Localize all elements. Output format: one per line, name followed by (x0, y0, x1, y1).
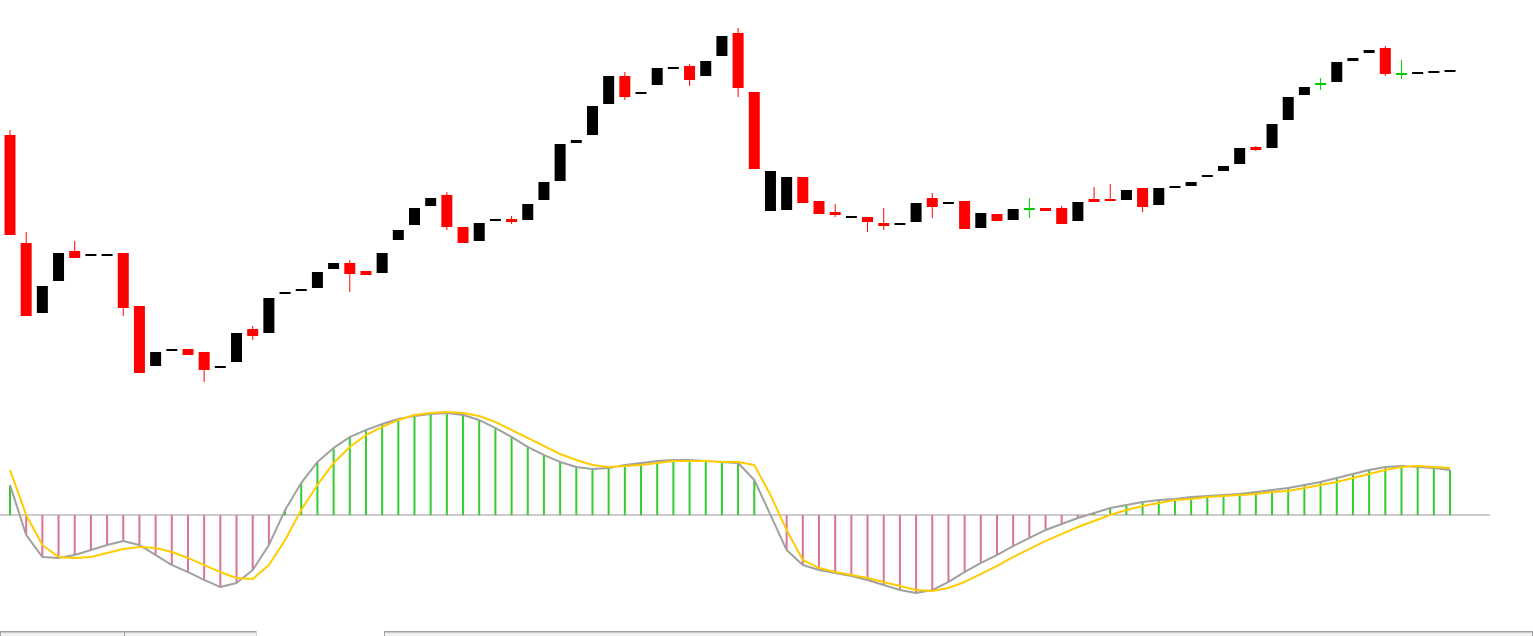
tab[interactable] (384, 631, 1533, 636)
candle-body (150, 352, 162, 366)
candle-body (684, 66, 696, 80)
candle-body (1347, 58, 1359, 61)
candle-body (311, 272, 323, 288)
candle-body (1185, 182, 1197, 186)
candle-body (1088, 199, 1100, 202)
tab[interactable] (0, 631, 125, 636)
candle-body (732, 33, 744, 88)
candle-body (926, 198, 938, 207)
candle-body (603, 76, 615, 104)
candle-body (69, 251, 81, 258)
candle-body (959, 201, 971, 229)
candle-body (910, 203, 922, 222)
candle-body (1201, 175, 1213, 177)
candle-body (829, 212, 841, 215)
candle-body (1379, 48, 1391, 74)
candle-body (392, 230, 404, 240)
indicator-line (9, 412, 1451, 594)
candle-body (441, 195, 453, 227)
candle-body (1153, 188, 1165, 205)
candle-body (344, 263, 356, 274)
indicator-line (9, 411, 1451, 592)
candle-body (1266, 124, 1278, 148)
candle-body (133, 306, 145, 373)
candle-body (878, 223, 890, 226)
candle-body (700, 61, 712, 76)
candle-body (328, 263, 340, 269)
candle-body (198, 352, 210, 370)
price-panel (4, 28, 1456, 382)
candle-body (781, 177, 793, 210)
candle-body (1072, 202, 1084, 221)
bottom-tabs (0, 630, 1533, 636)
candle-body (376, 253, 388, 273)
candle-body (619, 76, 631, 97)
candle-body (554, 144, 566, 181)
candle-body (862, 217, 874, 222)
candle-body (425, 198, 437, 206)
candle-body (409, 208, 420, 225)
candle-body (117, 253, 129, 308)
tab[interactable] (124, 631, 257, 636)
candle-body (1363, 50, 1375, 53)
candle-body (36, 286, 48, 313)
candle-body (538, 182, 550, 200)
candle-body (748, 92, 760, 169)
candle-body (813, 201, 825, 214)
candle-body (1218, 166, 1229, 171)
candle-body (797, 177, 809, 203)
candle-body (1331, 62, 1343, 82)
candle-body (975, 213, 987, 228)
candle-body (651, 68, 663, 85)
candle-body (53, 253, 65, 281)
candle-body (1104, 199, 1116, 201)
candle-body (586, 106, 598, 135)
candle-body (522, 204, 534, 220)
candle-body (570, 140, 582, 143)
candle-body (1137, 188, 1149, 207)
candle-body (1120, 190, 1132, 200)
candle-body (506, 219, 518, 222)
candle-body (1040, 208, 1052, 211)
candle-body (1282, 97, 1294, 120)
candle-body (182, 349, 194, 355)
candle-body (1234, 148, 1246, 164)
candle-body (1007, 209, 1019, 220)
candle-body (473, 223, 485, 241)
candle-body (1056, 208, 1068, 224)
candle-body (1298, 87, 1310, 95)
candle-body (1250, 147, 1262, 150)
candle-body (247, 329, 259, 336)
candle-body (263, 298, 275, 333)
candle-body (457, 227, 469, 243)
macd-panel (0, 411, 1490, 594)
candle-body (4, 135, 16, 235)
active-tab[interactable] (256, 630, 385, 636)
candle-body (20, 243, 32, 316)
candle-body (991, 214, 1003, 221)
candle-body (231, 333, 243, 362)
candle-body (764, 171, 776, 211)
candle-body (716, 36, 728, 56)
candle-body (360, 271, 372, 275)
